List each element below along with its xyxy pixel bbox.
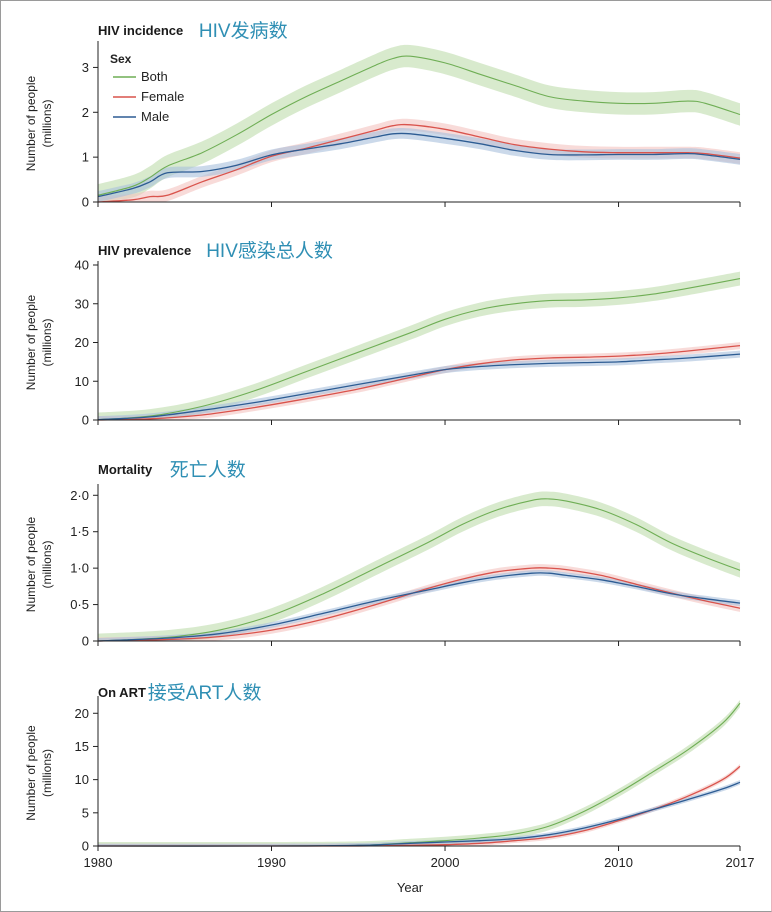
panel-mortality: Mortality 死亡人数 Number of people (millions) 0…: [24, 459, 741, 649]
y-tick-label: 1·0: [70, 561, 89, 576]
y-tick-label: 10: [75, 374, 89, 389]
series-line-both: [97, 498, 741, 642]
band-female: [98, 342, 740, 421]
series-line-male: [97, 572, 741, 642]
x-tick-label: 2017: [726, 855, 755, 870]
x-tick-label: 1980: [84, 855, 113, 870]
x-tick-label: 1990: [257, 855, 286, 870]
band-male: [98, 127, 740, 202]
y-tick-label: 30: [75, 296, 89, 311]
y-axis-label: Number of people: [24, 75, 38, 171]
x-tick-label: 2000: [431, 855, 460, 870]
y-axis-unit: (millions): [40, 540, 54, 588]
series-line-female: [97, 123, 741, 203]
y-tick-label: 3: [82, 60, 89, 75]
panel-on-art: On ART 接受ART人数 Number of people (millions) 0…: [24, 682, 741, 854]
y-tick-label: 1: [82, 150, 89, 165]
series-line-both: [97, 278, 741, 421]
series-line-both: [97, 55, 741, 196]
series-line-male: [97, 353, 741, 421]
series-line-female: [97, 344, 741, 421]
series-line-male: [97, 132, 741, 198]
legend: Sex Both Female Male: [110, 52, 184, 124]
band-both: [98, 271, 740, 421]
y-tick-label: 2·0: [70, 488, 89, 503]
panel-title-zh: HIV感染总人数: [206, 240, 333, 262]
y-tick-label: 20: [75, 706, 89, 721]
panel-title-zh: 接受ART人数: [148, 682, 262, 704]
legend-entry-male: Male: [141, 109, 169, 124]
legend-title: Sex: [110, 52, 132, 66]
y-tick-label: 5: [82, 805, 89, 820]
series-line-female: [97, 567, 741, 642]
band-male: [98, 350, 740, 421]
y-tick-label: 0: [82, 195, 89, 210]
band-both: [98, 491, 740, 642]
x-tick-label: 2010: [604, 855, 633, 870]
y-tick-label: 0: [82, 634, 89, 649]
legend-entry-female: Female: [141, 89, 184, 104]
y-axis-unit: (millions): [40, 318, 54, 366]
panel-title: HIV incidence: [98, 23, 183, 38]
panel-title: HIV prevalence: [98, 243, 191, 258]
band-female: [98, 118, 740, 203]
y-tick-label: 20: [75, 335, 89, 350]
panel-title: Mortality: [98, 462, 153, 477]
y-axis-unit: (millions): [40, 749, 54, 797]
y-tick-label: 2: [82, 105, 89, 120]
panel-hiv-prevalence: HIV prevalence HIV感染总人数 Number of people (m…: [24, 240, 741, 428]
y-axis-label: Number of people: [24, 294, 38, 390]
y-tick-label: 15: [75, 739, 89, 754]
y-tick-label: 0: [82, 839, 89, 854]
y-tick-label: 1·5: [70, 524, 89, 539]
legend-entry-both: Both: [141, 69, 168, 84]
x-axis-label: Year: [397, 880, 424, 895]
y-axis-label: Number of people: [24, 725, 38, 821]
y-tick-label: 0: [82, 413, 89, 428]
y-axis-unit: (millions): [40, 99, 54, 147]
y-tick-label: 40: [75, 258, 89, 273]
panel-title: On ART: [98, 685, 146, 700]
band-both: [98, 700, 740, 847]
panel-title-zh: 死亡人数: [170, 459, 246, 481]
y-tick-label: 10: [75, 772, 89, 787]
y-axis-label: Number of people: [24, 516, 38, 612]
panel-hiv-incidence: HIV incidence HIV发病数 Number of people (mill…: [24, 20, 741, 210]
y-tick-label: 0·5: [70, 597, 89, 612]
panel-title-zh: HIV发病数: [199, 20, 288, 42]
